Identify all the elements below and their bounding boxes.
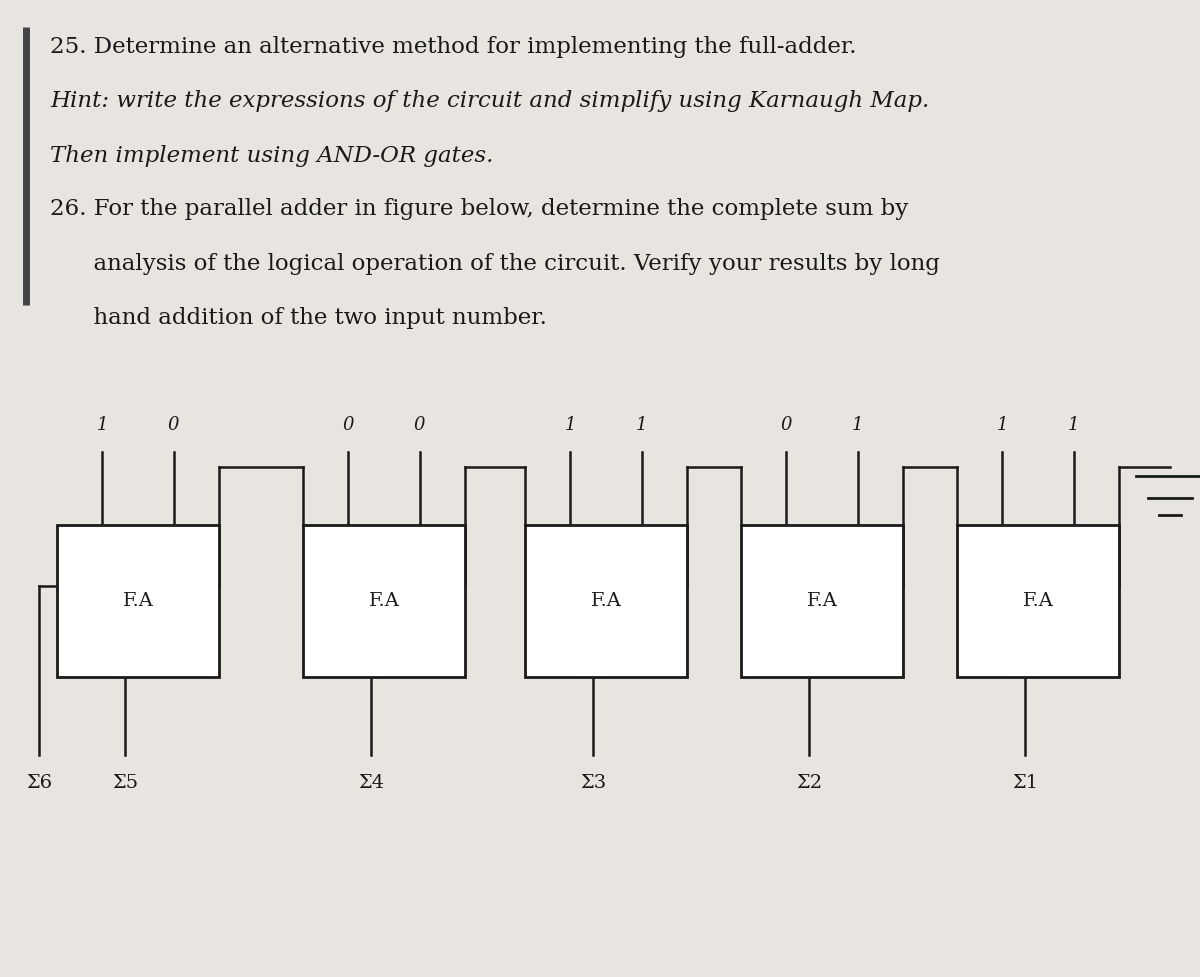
Text: 0: 0 [414,416,425,434]
Text: F.A: F.A [806,592,838,610]
Text: Σ1: Σ1 [1012,774,1038,792]
Text: Then implement using AND-OR gates.: Then implement using AND-OR gates. [50,145,493,167]
Text: 1: 1 [852,416,863,434]
Text: Σ4: Σ4 [358,774,384,792]
Text: Σ6: Σ6 [26,774,52,792]
Text: 1: 1 [636,416,647,434]
Text: 1: 1 [565,416,576,434]
Text: 0: 0 [781,416,792,434]
Bar [742,525,904,676]
Bar [958,525,1120,676]
Text: Σ2: Σ2 [796,774,822,792]
Text: 1: 1 [1068,416,1079,434]
Text: 1: 1 [997,416,1008,434]
Text: Σ3: Σ3 [580,774,606,792]
Text: F.A: F.A [1022,592,1054,610]
Text: Σ5: Σ5 [112,774,138,792]
Text: 25. Determine an alternative method for implementing the full-adder.: 25. Determine an alternative method for … [50,36,857,59]
Text: 26. For the parallel adder in figure below, determine the complete sum by: 26. For the parallel adder in figure bel… [50,198,908,221]
Text: 0: 0 [168,416,179,434]
Text: F.A: F.A [590,592,622,610]
Text: F.A: F.A [122,592,154,610]
Text: 0: 0 [343,416,354,434]
Text: 1: 1 [97,416,108,434]
Text: analysis of the logical operation of the circuit. Verify your results by long: analysis of the logical operation of the… [50,253,941,276]
Bar [58,525,220,676]
Bar [302,525,466,676]
Text: F.A: F.A [368,592,400,610]
Bar [526,525,686,676]
Text: hand addition of the two input number.: hand addition of the two input number. [50,307,547,329]
Text: Hint: write the expressions of the circuit and simplify using Karnaugh Map.: Hint: write the expressions of the circu… [50,90,930,112]
